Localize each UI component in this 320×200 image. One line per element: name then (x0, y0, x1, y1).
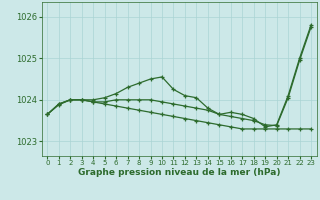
X-axis label: Graphe pression niveau de la mer (hPa): Graphe pression niveau de la mer (hPa) (78, 168, 280, 177)
